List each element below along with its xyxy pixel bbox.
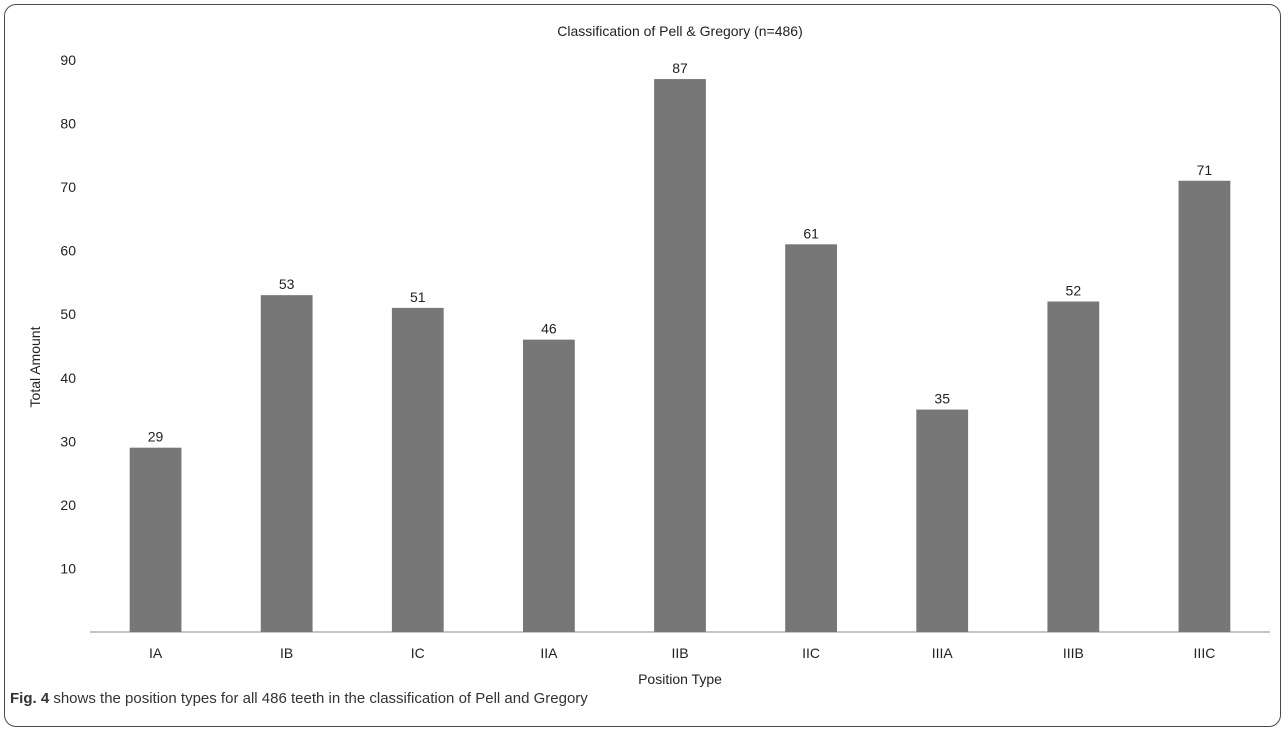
y-tick-label: 60 [60,243,76,259]
bar-iiia [916,409,969,632]
data-label-iic: 61 [803,225,819,241]
y-axis-label: Total Amount [27,326,43,407]
x-tick-label-iic: IIC [802,645,820,661]
data-label-ia: 29 [148,429,164,445]
x-tick-label-ia: IA [149,645,163,661]
bar-ia [129,447,182,632]
data-label-iiia: 35 [934,391,950,407]
x-tick-label-iib: IIB [671,645,688,661]
x-tick-label-iiib: IIIB [1063,645,1084,661]
x-tick-label-iia: IIA [540,645,558,661]
data-label-iiic: 71 [1197,162,1213,178]
y-tick-label: 70 [60,179,76,195]
caption-text: shows the position types for all 486 tee… [49,690,588,707]
chart-title: Classification of Pell & Gregory (n=486) [557,23,803,39]
bar-chart: Classification of Pell & Gregory (n=486)… [27,23,1270,687]
data-label-iia: 46 [541,321,557,337]
y-tick-label: 10 [60,560,76,576]
x-tick-label-ib: IB [280,645,293,661]
bar-iiic [1178,180,1231,632]
y-tick-label: 40 [60,370,76,386]
x-tick-label-iiic: IIIC [1194,645,1216,661]
y-tick-label: 30 [60,433,76,449]
data-label-iiib: 52 [1066,283,1082,299]
y-tick-label: 90 [60,52,76,68]
y-tick-label: 50 [60,306,76,322]
data-labels: 29 53 51 46 87 61 35 52 71 [148,60,1213,445]
data-label-ic: 51 [410,289,426,305]
x-tick-labels: IA IB IC IIA IIB IIC IIIA IIIB IIIC [149,645,1215,661]
y-tick-label: 80 [60,116,76,132]
bars [129,79,1231,633]
bar-ic [391,307,444,632]
bar-iib [654,79,706,633]
bar-iiib [1047,301,1100,632]
bar-ib [260,295,313,632]
x-axis-label: Position Type [638,671,722,687]
x-tick-label-iiia: IIIA [932,645,954,661]
bar-iic [785,244,838,633]
y-tick-labels: 10 20 30 40 50 60 70 80 90 [60,52,76,576]
data-label-ib: 53 [279,276,295,292]
x-tick-label-ic: IC [411,645,425,661]
figure-caption: Fig. 4 shows the position types for all … [10,690,588,707]
bar-iia [522,339,575,632]
caption-label: Fig. 4 [10,690,50,707]
data-label-iib: 87 [672,60,688,76]
y-tick-label: 20 [60,497,76,513]
